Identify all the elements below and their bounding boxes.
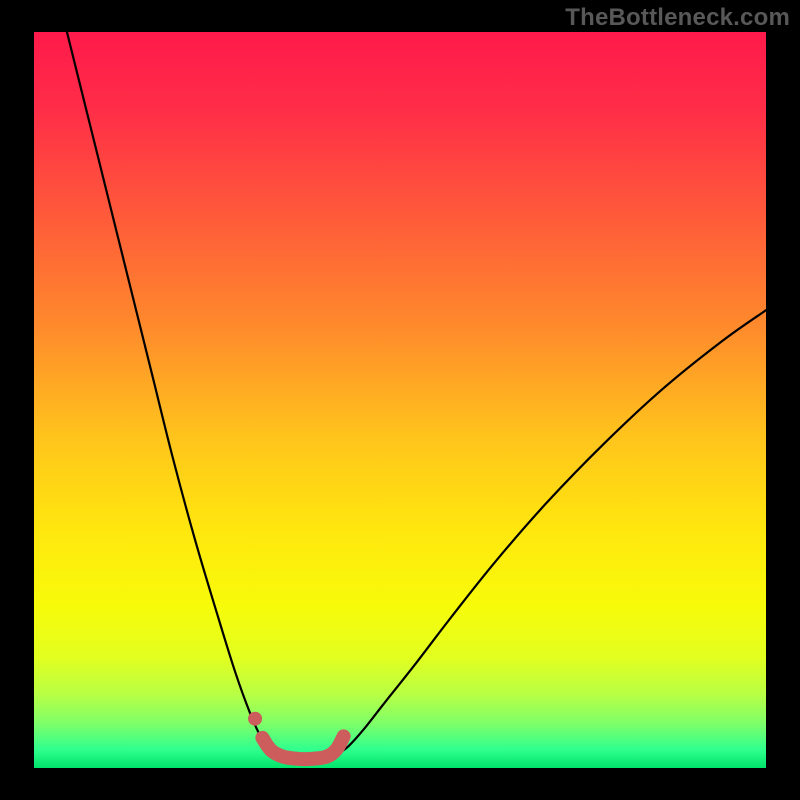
- valley-highlight-dot: [248, 712, 262, 726]
- chart-frame: TheBottleneck.com: [0, 0, 800, 800]
- bottleneck-chart: [0, 0, 800, 800]
- plot-background: [34, 32, 766, 768]
- watermark-label: TheBottleneck.com: [565, 4, 790, 32]
